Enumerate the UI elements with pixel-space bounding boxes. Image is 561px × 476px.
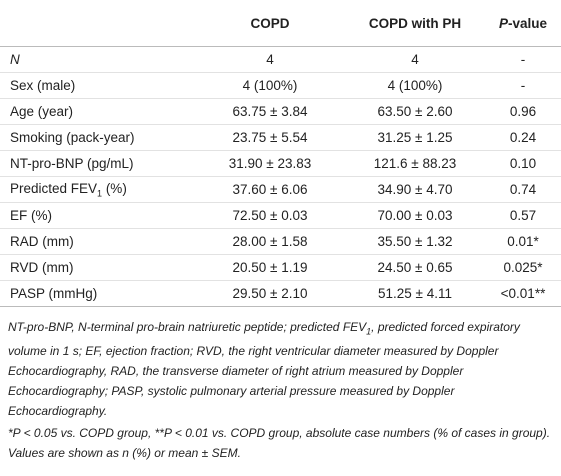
table-cell: 29.50 ± 2.10: [195, 280, 345, 307]
table-row: Sex (male) 4 (100%) 4 (100%) -: [0, 72, 561, 99]
header-cell: COPD with PH: [345, 0, 485, 47]
table-row: Age (year) 63.75 ± 3.84 63.50 ± 2.60 0.96: [0, 98, 561, 125]
table-cell: 4 (100%): [195, 72, 345, 99]
table-cell: 0.01*: [485, 228, 561, 255]
header-cell: COPD: [195, 0, 345, 47]
text-segment: RAD (mm): [10, 234, 74, 249]
table-cell: 20.50 ± 1.19: [195, 254, 345, 281]
table-cell: 51.25 ± 4.11: [345, 280, 485, 307]
table-cell: 63.50 ± 2.60: [345, 98, 485, 125]
text-segment: PASP (mmHg): [10, 286, 98, 301]
row-label: PASP (mmHg): [0, 280, 195, 307]
table-cell: 0.74: [485, 176, 561, 203]
row-label: N: [0, 46, 195, 73]
text-segment: Predicted FEV: [10, 180, 98, 196]
text-segment: RVD (mm): [10, 260, 74, 275]
row-label: NT-pro-BNP (pg/mL): [0, 150, 195, 177]
table-cell: 70.00 ± 0.03: [345, 202, 485, 229]
header-empty: [0, 0, 195, 47]
table-cell: 4 (100%): [345, 72, 485, 99]
table-row: NT-pro-BNP (pg/mL) 31.90 ± 23.83 121.6 ± 8…: [0, 150, 561, 177]
table-cell: 0.025*: [485, 254, 561, 281]
row-label: Predicted FEV1 (%): [0, 176, 195, 203]
table-cell: -: [485, 46, 561, 73]
text-segment: *P < 0.05 vs. COPD group, **P < 0.01 vs.…: [8, 426, 551, 461]
text-segment: NT-pro-BNP (pg/mL): [10, 156, 134, 171]
table-row: Predicted FEV1 (%) 37.60 ± 6.06 34.90 ± 4.…: [0, 176, 561, 203]
text-segment: , predicted forced expiratory volume in …: [8, 320, 520, 419]
table-cell: 24.50 ± 0.65: [345, 254, 485, 281]
subscript: 1: [366, 326, 372, 337]
row-label: Smoking (pack-year): [0, 124, 195, 151]
header-row: COPD COPD with PH P-value: [0, 0, 561, 47]
table-cell: 0.57: [485, 202, 561, 229]
table-cell: 72.50 ± 0.03: [195, 202, 345, 229]
text-segment: N: [10, 52, 20, 67]
header-text: -value: [507, 15, 548, 31]
row-label: Sex (male): [0, 72, 195, 99]
text-segment: EF (%): [10, 208, 52, 223]
table-cell: 0.24: [485, 124, 561, 151]
text-segment: Sex (male): [10, 78, 76, 93]
text-segment: Age (year): [10, 104, 74, 119]
row-label: RVD (mm): [0, 254, 195, 281]
table-cell: 121.6 ± 88.23: [345, 150, 485, 177]
table-row: Smoking (pack-year) 23.75 ± 5.54 31.25 ± 1…: [0, 124, 561, 151]
text-segment: Smoking (pack-year): [10, 130, 135, 145]
footnotes: NT-pro-BNP, N-terminal pro-brain natriur…: [0, 307, 561, 463]
table-cell: -: [485, 72, 561, 99]
table-cell: 23.75 ± 5.54: [195, 124, 345, 151]
header-cell: P-value: [485, 0, 561, 47]
footnote: *P < 0.05 vs. COPD group, **P < 0.01 vs.…: [8, 423, 553, 463]
data-table: COPD COPD with PH P-value N 4 4- Sex (male)…: [0, 0, 561, 307]
row-label: EF (%): [0, 202, 195, 229]
table-cell: 4: [345, 46, 485, 73]
table-row: RVD (mm) 20.50 ± 1.19 24.50 ± 0.65 0.025*: [0, 254, 561, 281]
table-cell: 34.90 ± 4.70: [345, 176, 485, 203]
subscript: 1: [97, 188, 103, 199]
table-cell: 31.90 ± 23.83: [195, 150, 345, 177]
text-segment: (%): [102, 180, 127, 196]
row-label: Age (year): [0, 98, 195, 125]
table-cell: 63.75 ± 3.84: [195, 98, 345, 125]
table-cell: 0.10: [485, 150, 561, 177]
text-segment: NT-pro-BNP, N-terminal pro-brain natriur…: [8, 320, 367, 334]
table-cell: <0.01**: [485, 280, 561, 307]
table-cell: 35.50 ± 1.32: [345, 228, 485, 255]
table-cell: 0.96: [485, 98, 561, 125]
footnote: NT-pro-BNP, N-terminal pro-brain natriur…: [8, 317, 553, 421]
header-italic: P: [498, 15, 508, 31]
table-cell: 37.60 ± 6.06: [195, 176, 345, 203]
table-cell: 31.25 ± 1.25: [345, 124, 485, 151]
row-label: RAD (mm): [0, 228, 195, 255]
table-cell: 4: [195, 46, 345, 73]
table-cell: 28.00 ± 1.58: [195, 228, 345, 255]
table-row: RAD (mm) 28.00 ± 1.58 35.50 ± 1.32 0.01*: [0, 228, 561, 255]
table-row: EF (%) 72.50 ± 0.03 70.00 ± 0.03 0.57: [0, 202, 561, 229]
table-body: N 4 4- Sex (male) 4 (100%) 4 (100%) - Age (year…: [0, 46, 561, 307]
table-row: PASP (mmHg) 29.50 ± 2.10 51.25 ± 4.11 <0.01…: [0, 280, 561, 307]
